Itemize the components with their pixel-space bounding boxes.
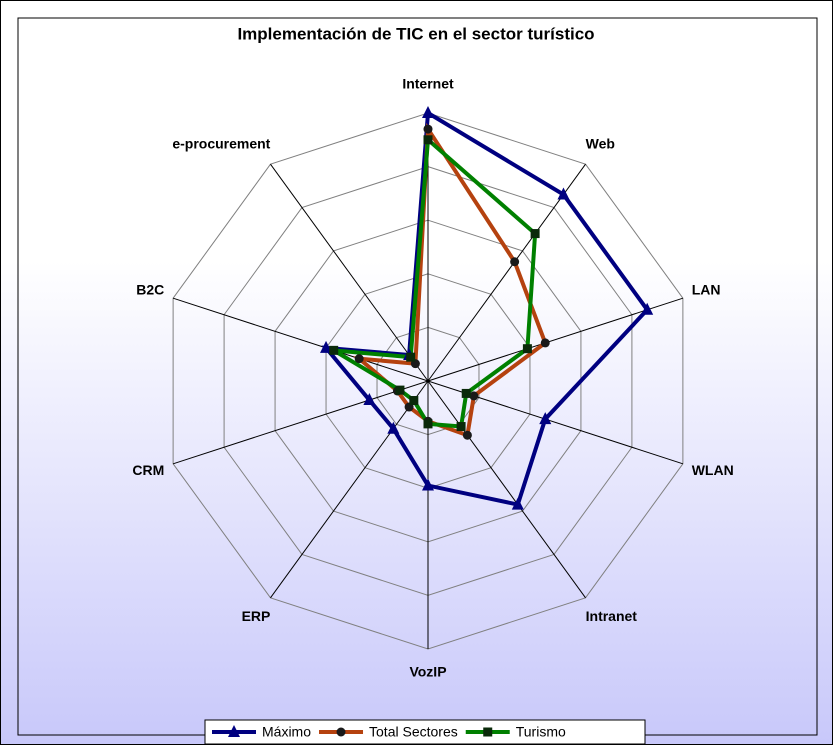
- axis-label: Intranet: [586, 608, 638, 624]
- marker: [354, 354, 364, 364]
- marker: [422, 478, 434, 491]
- marker: [510, 257, 520, 267]
- axis-spoke: [270, 380, 429, 599]
- axis-spoke: [427, 297, 684, 382]
- marker: [395, 385, 405, 395]
- marker: [557, 187, 570, 200]
- legend-label: Máximo: [262, 724, 311, 740]
- marker: [483, 727, 493, 737]
- axis-spoke: [427, 163, 586, 382]
- marker: [423, 135, 433, 145]
- marker: [422, 106, 434, 118]
- marker: [423, 419, 433, 429]
- marker: [406, 352, 416, 362]
- marker: [423, 124, 433, 134]
- axis-spoke: [172, 297, 429, 382]
- legend-label: Total Sectores: [369, 724, 458, 740]
- marker: [462, 430, 472, 440]
- legend-label: Turismo: [516, 724, 566, 740]
- axis-label: ERP: [242, 608, 271, 624]
- axis-spoke: [270, 163, 429, 382]
- marker: [336, 727, 346, 737]
- marker: [469, 391, 479, 401]
- marker: [228, 725, 240, 737]
- axis-label: Internet: [402, 76, 454, 92]
- marker: [456, 422, 466, 432]
- marker: [522, 344, 532, 354]
- marker: [511, 497, 524, 510]
- marker: [387, 421, 400, 434]
- legend: Máximo Total Sectores Turismo: [204, 719, 646, 745]
- marker: [641, 302, 654, 315]
- marker: [540, 338, 550, 348]
- axis-label: B2C: [136, 281, 164, 297]
- axis-label: e-procurement: [172, 135, 270, 151]
- axis-label: Web: [586, 135, 615, 151]
- axis-label: WLAN: [692, 462, 734, 478]
- axis-label: VozIP: [409, 664, 446, 680]
- axis-label: CRM: [132, 462, 164, 478]
- axis-spoke: [172, 380, 429, 465]
- marker: [409, 396, 419, 406]
- marker: [539, 412, 552, 425]
- axis-spoke: [427, 380, 586, 599]
- marker: [530, 229, 540, 239]
- axis-label: LAN: [692, 281, 721, 297]
- marker: [363, 393, 376, 406]
- marker: [329, 345, 339, 355]
- chart-title: Implementación de TIC en el sector turís…: [237, 24, 594, 43]
- legend-box: [204, 719, 646, 745]
- marker: [461, 388, 471, 398]
- marker: [320, 340, 333, 353]
